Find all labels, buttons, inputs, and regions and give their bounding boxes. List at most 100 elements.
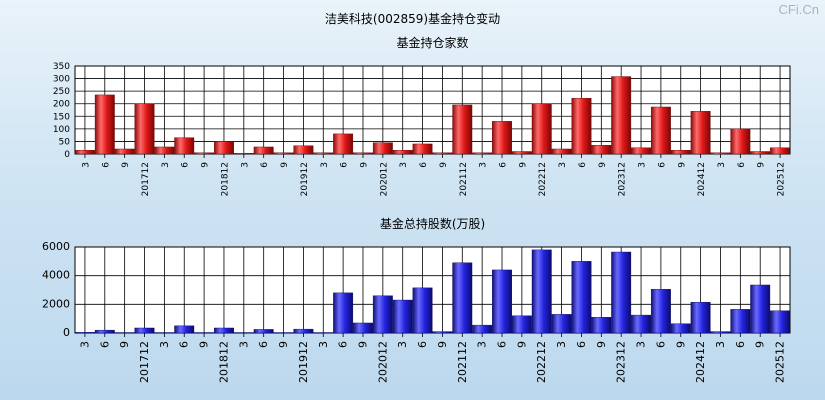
x-tick-label: 3 [240,162,250,168]
bar-shares-202306 [571,261,592,334]
bar-shares-201906 [253,329,274,334]
x-tick-label: 6 [340,162,350,168]
y-tick-label: 250 [53,87,70,97]
x-tick-label: 3 [558,162,568,168]
bar-shares-202309 [591,317,612,334]
bar-shares-202506 [730,309,751,334]
bar-count-202303 [551,148,572,155]
x-tick-label: 202012 [379,162,389,196]
y-tick-label: 4000 [42,269,70,282]
x-tick-label: 202112 [456,341,469,383]
bar-count-201809 [194,152,215,155]
y-tick-label: 150 [53,112,70,122]
bar-count-202503 [710,152,731,155]
x-tick-label: 3 [158,341,171,348]
x-tick-label: 202212 [535,341,548,383]
x-tick-label: 201912 [297,341,310,383]
y-tick-label: 50 [59,137,71,147]
x-tick-label: 9 [436,341,449,348]
bar-count-202506 [730,128,751,155]
y-tick-label: 350 [53,62,70,72]
bar-count-202003 [313,152,334,155]
x-tick-label: 9 [359,162,369,168]
y-tick-label: 300 [53,75,70,85]
y-tick-label: 6000 [42,240,70,253]
x-tick-label: 9 [198,341,211,348]
bar-shares-202212 [531,249,552,334]
x-tick-label: 201812 [220,162,230,196]
bar-shares-202209 [511,315,532,334]
bar-shares-201709 [114,332,135,334]
x-tick-label: 201712 [138,341,151,383]
bar-count-202209 [511,151,532,155]
bar-count-202103 [392,150,413,155]
x-tick-label: 6 [178,341,191,348]
x-tick-label: 9 [595,341,608,348]
x-tick-label: 3 [161,162,171,168]
bar-shares-202106 [412,287,433,334]
x-tick-label: 3 [81,162,91,168]
bar-shares-202312 [611,251,632,334]
x-tick-label: 6 [496,341,509,348]
y-tick-label: 100 [53,125,70,135]
bar-shares-202403 [631,314,651,334]
x-tick-label: 6 [98,341,111,348]
bar-shares-201806 [174,325,195,334]
bar-shares-202509 [750,284,771,334]
x-tick-label: 201812 [217,341,230,383]
x-tick-label: 6 [737,162,747,168]
bar-shares-202012 [372,295,393,334]
bar-count-201806 [174,137,195,155]
bar-shares-202409 [670,323,691,334]
x-tick-label: 9 [677,162,687,168]
bar-count-202509 [750,151,771,155]
bar-count-202306 [571,97,592,155]
bar-count-201903 [233,153,254,155]
x-tick-label: 6 [101,162,111,168]
x-tick-label: 9 [118,341,131,348]
bar-shares-201812 [214,327,234,334]
bar-shares-202512 [770,310,791,334]
bar-shares-201703 [74,332,95,334]
bar-shares-202412 [690,301,711,334]
bar-count-201803 [154,146,175,155]
x-tick-label: 3 [714,341,727,348]
x-tick-label: 202512 [774,341,787,383]
x-tick-label: 3 [476,341,489,348]
bar-count-202406 [650,106,671,155]
bar-count-201703 [74,150,95,155]
x-tick-label: 202512 [777,162,787,196]
x-tick-label: 202312 [618,162,628,196]
x-tick-label: 6 [499,162,509,168]
x-tick-label: 3 [399,162,409,168]
bar-count-202112 [452,104,473,155]
bar-shares-202006 [333,292,354,334]
x-tick-label: 6 [654,341,667,348]
x-tick-label: 6 [416,341,429,348]
x-tick-label: 3 [317,341,330,348]
bar-shares-202112 [452,262,473,334]
bar-count-201912 [293,145,314,155]
y-tick-label: 200 [53,100,70,110]
bar-shares-202503 [710,331,731,334]
bar-shares-202303 [551,314,572,334]
x-tick-label: 202312 [615,341,628,383]
x-tick-label: 201912 [300,162,310,196]
x-tick-label: 3 [635,341,648,348]
bar-count-202006 [333,133,354,155]
bar-shares-202406 [650,289,671,334]
bar-shares-202206 [492,269,512,334]
x-tick-label: 9 [277,341,290,348]
bar-shares-201712 [134,327,155,334]
bar-shares-202109 [432,331,453,334]
bar-count-201812 [214,141,234,155]
bar-count-202512 [770,147,791,155]
watermark-logo: CFi.Cn [778,2,819,17]
x-tick-label: 9 [439,162,449,168]
bar-count-201712 [134,103,155,155]
x-tick-label: 6 [419,162,429,168]
x-tick-label: 202012 [376,341,389,383]
x-tick-label: 202212 [538,162,548,196]
x-tick-label: 201712 [141,162,151,196]
x-tick-label: 9 [356,341,369,348]
